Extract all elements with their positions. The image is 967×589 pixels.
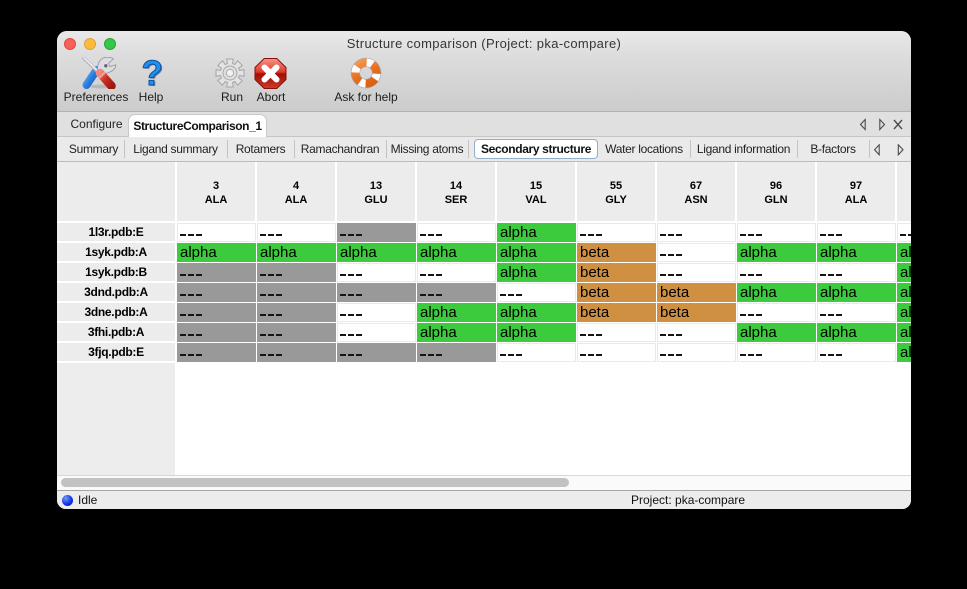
svg-text:?: ? [143,58,164,89]
svg-text:?: ? [142,58,163,89]
